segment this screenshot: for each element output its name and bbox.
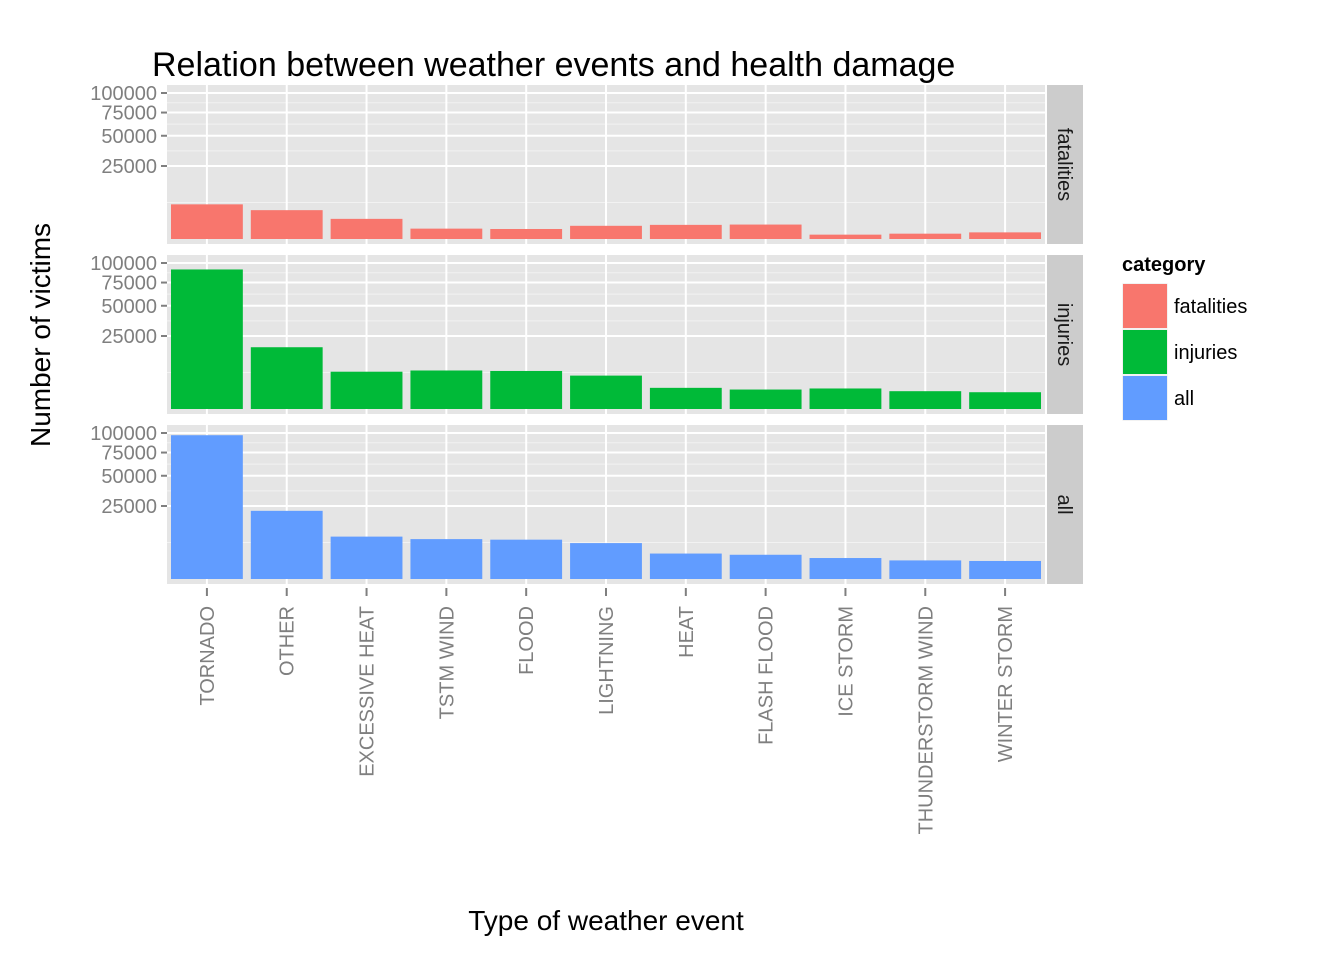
legend: category fatalities injuries all: [1121, 254, 1247, 422]
x-tick-label: TSTM WIND: [436, 606, 458, 719]
bar-injuries-winter-storm: [969, 392, 1042, 409]
bar-injuries-lightning: [570, 375, 642, 409]
bar-fatalities-thunderstorm-wind: [889, 233, 962, 239]
bar-fatalities-tornado: [170, 204, 243, 239]
x-tick-label: ICE STORM: [835, 606, 857, 717]
y-tick-label: 100000: [90, 83, 157, 105]
facet-strip: [1047, 85, 1083, 244]
x-tick-label: TORNADO: [197, 606, 219, 706]
bar-all-flash-flood: [729, 554, 802, 579]
legend-label-all: all: [1174, 388, 1194, 410]
y-tick-label: 50000: [101, 466, 157, 488]
bar-all-excessive-heat: [330, 536, 403, 579]
bar-all-ice-storm: [809, 558, 882, 579]
y-tick-label: 75000: [101, 273, 157, 295]
x-tick-label: OTHER: [277, 606, 299, 676]
x-tick-label: WINTER STORM: [995, 606, 1017, 762]
y-tick-label: 75000: [101, 103, 157, 125]
x-tick-label: THUNDERSTORM WIND: [915, 606, 937, 835]
bar-fatalities-tstm-wind: [410, 228, 483, 239]
y-tick-label: 25000: [101, 496, 157, 518]
bar-fatalities-winter-storm: [969, 232, 1042, 239]
bar-all-flood: [490, 539, 563, 579]
x-tick-label: FLOOD: [516, 606, 538, 675]
bar-fatalities-ice-storm: [809, 234, 882, 239]
facet-strip: [1047, 425, 1083, 584]
facet-panels: 250005000075000100000fatalities250005000…: [90, 83, 1083, 584]
y-axis-title: Number of victims: [25, 223, 56, 447]
y-tick-label: 100000: [90, 423, 157, 445]
x-tick-label: EXCESSIVE HEAT: [357, 606, 379, 777]
x-tick-label: FLASH FLOOD: [756, 606, 778, 745]
bar-all-winter-storm: [969, 560, 1042, 579]
facet-strip: [1047, 255, 1083, 414]
bar-fatalities-heat: [649, 224, 722, 239]
bar-all-other: [250, 510, 323, 579]
legend-label-injuries: injuries: [1174, 342, 1237, 364]
bar-injuries-excessive-heat: [330, 371, 403, 409]
facet-strip-label: injuries: [1053, 303, 1075, 366]
legend-title: category: [1122, 254, 1206, 276]
bar-all-thunderstorm-wind: [889, 560, 962, 579]
y-tick-label: 50000: [101, 126, 157, 148]
bar-injuries-heat: [649, 387, 722, 409]
bar-fatalities-flood: [490, 228, 563, 239]
x-tick-label: HEAT: [676, 606, 698, 658]
bar-injuries-flood: [490, 370, 563, 409]
x-axis-title: Type of weather event: [468, 905, 744, 936]
bar-fatalities-lightning: [570, 225, 642, 239]
bar-fatalities-other: [250, 210, 323, 239]
y-tick-label: 25000: [101, 326, 157, 348]
legend-key-injuries: [1123, 330, 1167, 374]
y-tick-label: 100000: [90, 253, 157, 275]
bar-fatalities-flash-flood: [729, 224, 802, 239]
legend-label-fatalities: fatalities: [1174, 296, 1247, 318]
x-tick-label: LIGHTNING: [596, 606, 618, 715]
x-axis: TORNADO OTHER EXCESSIVE HEAT TSTM WIND FLOOD…: [197, 588, 1017, 835]
bar-all-lightning: [570, 543, 642, 579]
facet-strip-label: fatalities: [1053, 128, 1075, 201]
y-tick-label: 50000: [101, 296, 157, 318]
legend-key-fatalities: [1123, 284, 1167, 328]
legend-key-all: [1123, 376, 1167, 420]
y-tick-label: 75000: [101, 443, 157, 465]
bar-injuries-tornado: [170, 269, 243, 409]
facet-strip-label: all: [1053, 494, 1075, 514]
bar-injuries-other: [250, 347, 323, 409]
bar-all-tornado: [170, 435, 243, 579]
bar-injuries-ice-storm: [809, 388, 882, 409]
bar-all-heat: [649, 553, 722, 579]
bar-injuries-flash-flood: [729, 389, 802, 409]
y-tick-label: 25000: [101, 156, 157, 178]
chart-title: Relation between weather events and heal…: [152, 46, 955, 84]
bar-all-tstm-wind: [410, 539, 483, 579]
bar-fatalities-excessive-heat: [330, 218, 403, 239]
bar-injuries-tstm-wind: [410, 370, 483, 409]
bar-injuries-thunderstorm-wind: [889, 391, 962, 409]
